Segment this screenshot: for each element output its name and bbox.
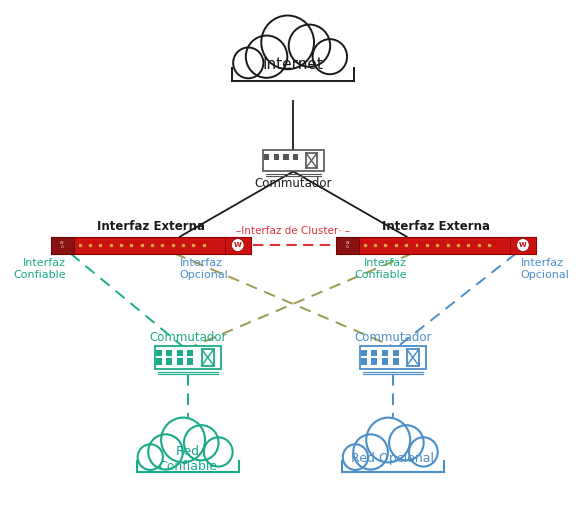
Bar xyxy=(306,153,317,168)
Text: Red Opcional: Red Opcional xyxy=(352,452,434,465)
Bar xyxy=(416,244,419,247)
Bar xyxy=(371,350,377,357)
Bar xyxy=(263,150,324,171)
Bar xyxy=(225,236,251,253)
Bar xyxy=(161,244,164,247)
Text: Interfaz Externa: Interfaz Externa xyxy=(97,220,205,232)
Circle shape xyxy=(233,48,264,78)
Bar xyxy=(273,153,279,160)
Bar xyxy=(151,244,154,247)
Bar xyxy=(436,244,439,247)
Bar xyxy=(510,236,536,253)
Circle shape xyxy=(261,15,314,69)
Bar xyxy=(166,358,172,365)
Bar xyxy=(392,358,399,365)
Circle shape xyxy=(246,35,287,78)
Bar xyxy=(154,346,221,369)
Bar xyxy=(79,244,82,247)
Circle shape xyxy=(289,25,330,67)
Bar xyxy=(405,244,408,247)
Bar xyxy=(264,153,269,160)
Bar xyxy=(342,467,444,479)
Bar xyxy=(488,244,491,247)
Bar xyxy=(99,244,102,247)
Circle shape xyxy=(204,437,233,466)
Text: Interfaz
Confiable: Interfaz Confiable xyxy=(13,259,66,280)
Bar xyxy=(188,358,194,365)
Bar xyxy=(361,358,367,365)
Text: –Interfaz de Cluster· –: –Interfaz de Cluster· – xyxy=(236,226,350,236)
Text: Commutador: Commutador xyxy=(354,330,431,344)
Bar xyxy=(182,244,185,247)
Bar xyxy=(188,350,194,357)
Text: Interfaz
Confiable: Interfaz Confiable xyxy=(354,259,407,280)
Circle shape xyxy=(366,418,410,462)
Bar xyxy=(156,350,161,357)
Bar xyxy=(447,244,449,247)
Bar xyxy=(177,350,183,357)
Bar xyxy=(392,350,399,357)
Circle shape xyxy=(409,437,438,466)
Bar xyxy=(374,244,377,247)
Text: Internet: Internet xyxy=(263,56,324,71)
Bar xyxy=(51,236,251,253)
Bar xyxy=(293,153,298,160)
Circle shape xyxy=(231,239,244,251)
Bar xyxy=(110,244,113,247)
Text: Interfaz
Opcional: Interfaz Opcional xyxy=(180,259,229,280)
Circle shape xyxy=(138,444,163,470)
Bar xyxy=(407,349,419,366)
Text: W
G: W G xyxy=(346,241,349,249)
Text: W: W xyxy=(519,242,527,248)
Bar xyxy=(426,244,429,247)
Text: Commutador: Commutador xyxy=(149,330,227,344)
Circle shape xyxy=(389,425,424,460)
Circle shape xyxy=(148,435,183,469)
Bar xyxy=(336,236,359,253)
Bar xyxy=(156,358,161,365)
Bar xyxy=(120,244,123,247)
Bar xyxy=(51,236,73,253)
Bar xyxy=(166,350,172,357)
Bar xyxy=(203,244,206,247)
Bar xyxy=(172,244,175,247)
Circle shape xyxy=(312,39,347,74)
Text: W
G: W G xyxy=(60,241,64,249)
Circle shape xyxy=(184,425,219,460)
Bar xyxy=(395,244,398,247)
Text: W: W xyxy=(234,242,241,248)
Bar xyxy=(131,244,134,247)
Text: Red
Confiable: Red Confiable xyxy=(158,445,217,473)
Bar xyxy=(385,244,388,247)
Circle shape xyxy=(353,435,388,469)
Bar xyxy=(137,467,239,479)
Bar xyxy=(283,153,289,160)
Bar xyxy=(468,244,470,247)
Circle shape xyxy=(161,418,205,462)
Bar xyxy=(202,349,214,366)
Bar xyxy=(141,244,143,247)
Bar xyxy=(364,244,367,247)
Bar xyxy=(360,346,426,369)
Bar xyxy=(477,244,480,247)
Bar xyxy=(457,244,460,247)
Text: Commutador: Commutador xyxy=(255,177,332,190)
Circle shape xyxy=(343,444,368,470)
Bar xyxy=(177,358,183,365)
Text: Interfaz Externa: Interfaz Externa xyxy=(382,220,490,232)
Bar xyxy=(382,350,388,357)
Circle shape xyxy=(517,239,529,251)
Bar xyxy=(232,75,354,89)
Bar xyxy=(382,358,388,365)
Bar xyxy=(361,350,367,357)
Bar xyxy=(192,244,195,247)
Bar xyxy=(336,236,536,253)
Bar xyxy=(371,358,377,365)
Bar xyxy=(89,244,92,247)
Text: Interfaz
Opcional: Interfaz Opcional xyxy=(521,259,570,280)
